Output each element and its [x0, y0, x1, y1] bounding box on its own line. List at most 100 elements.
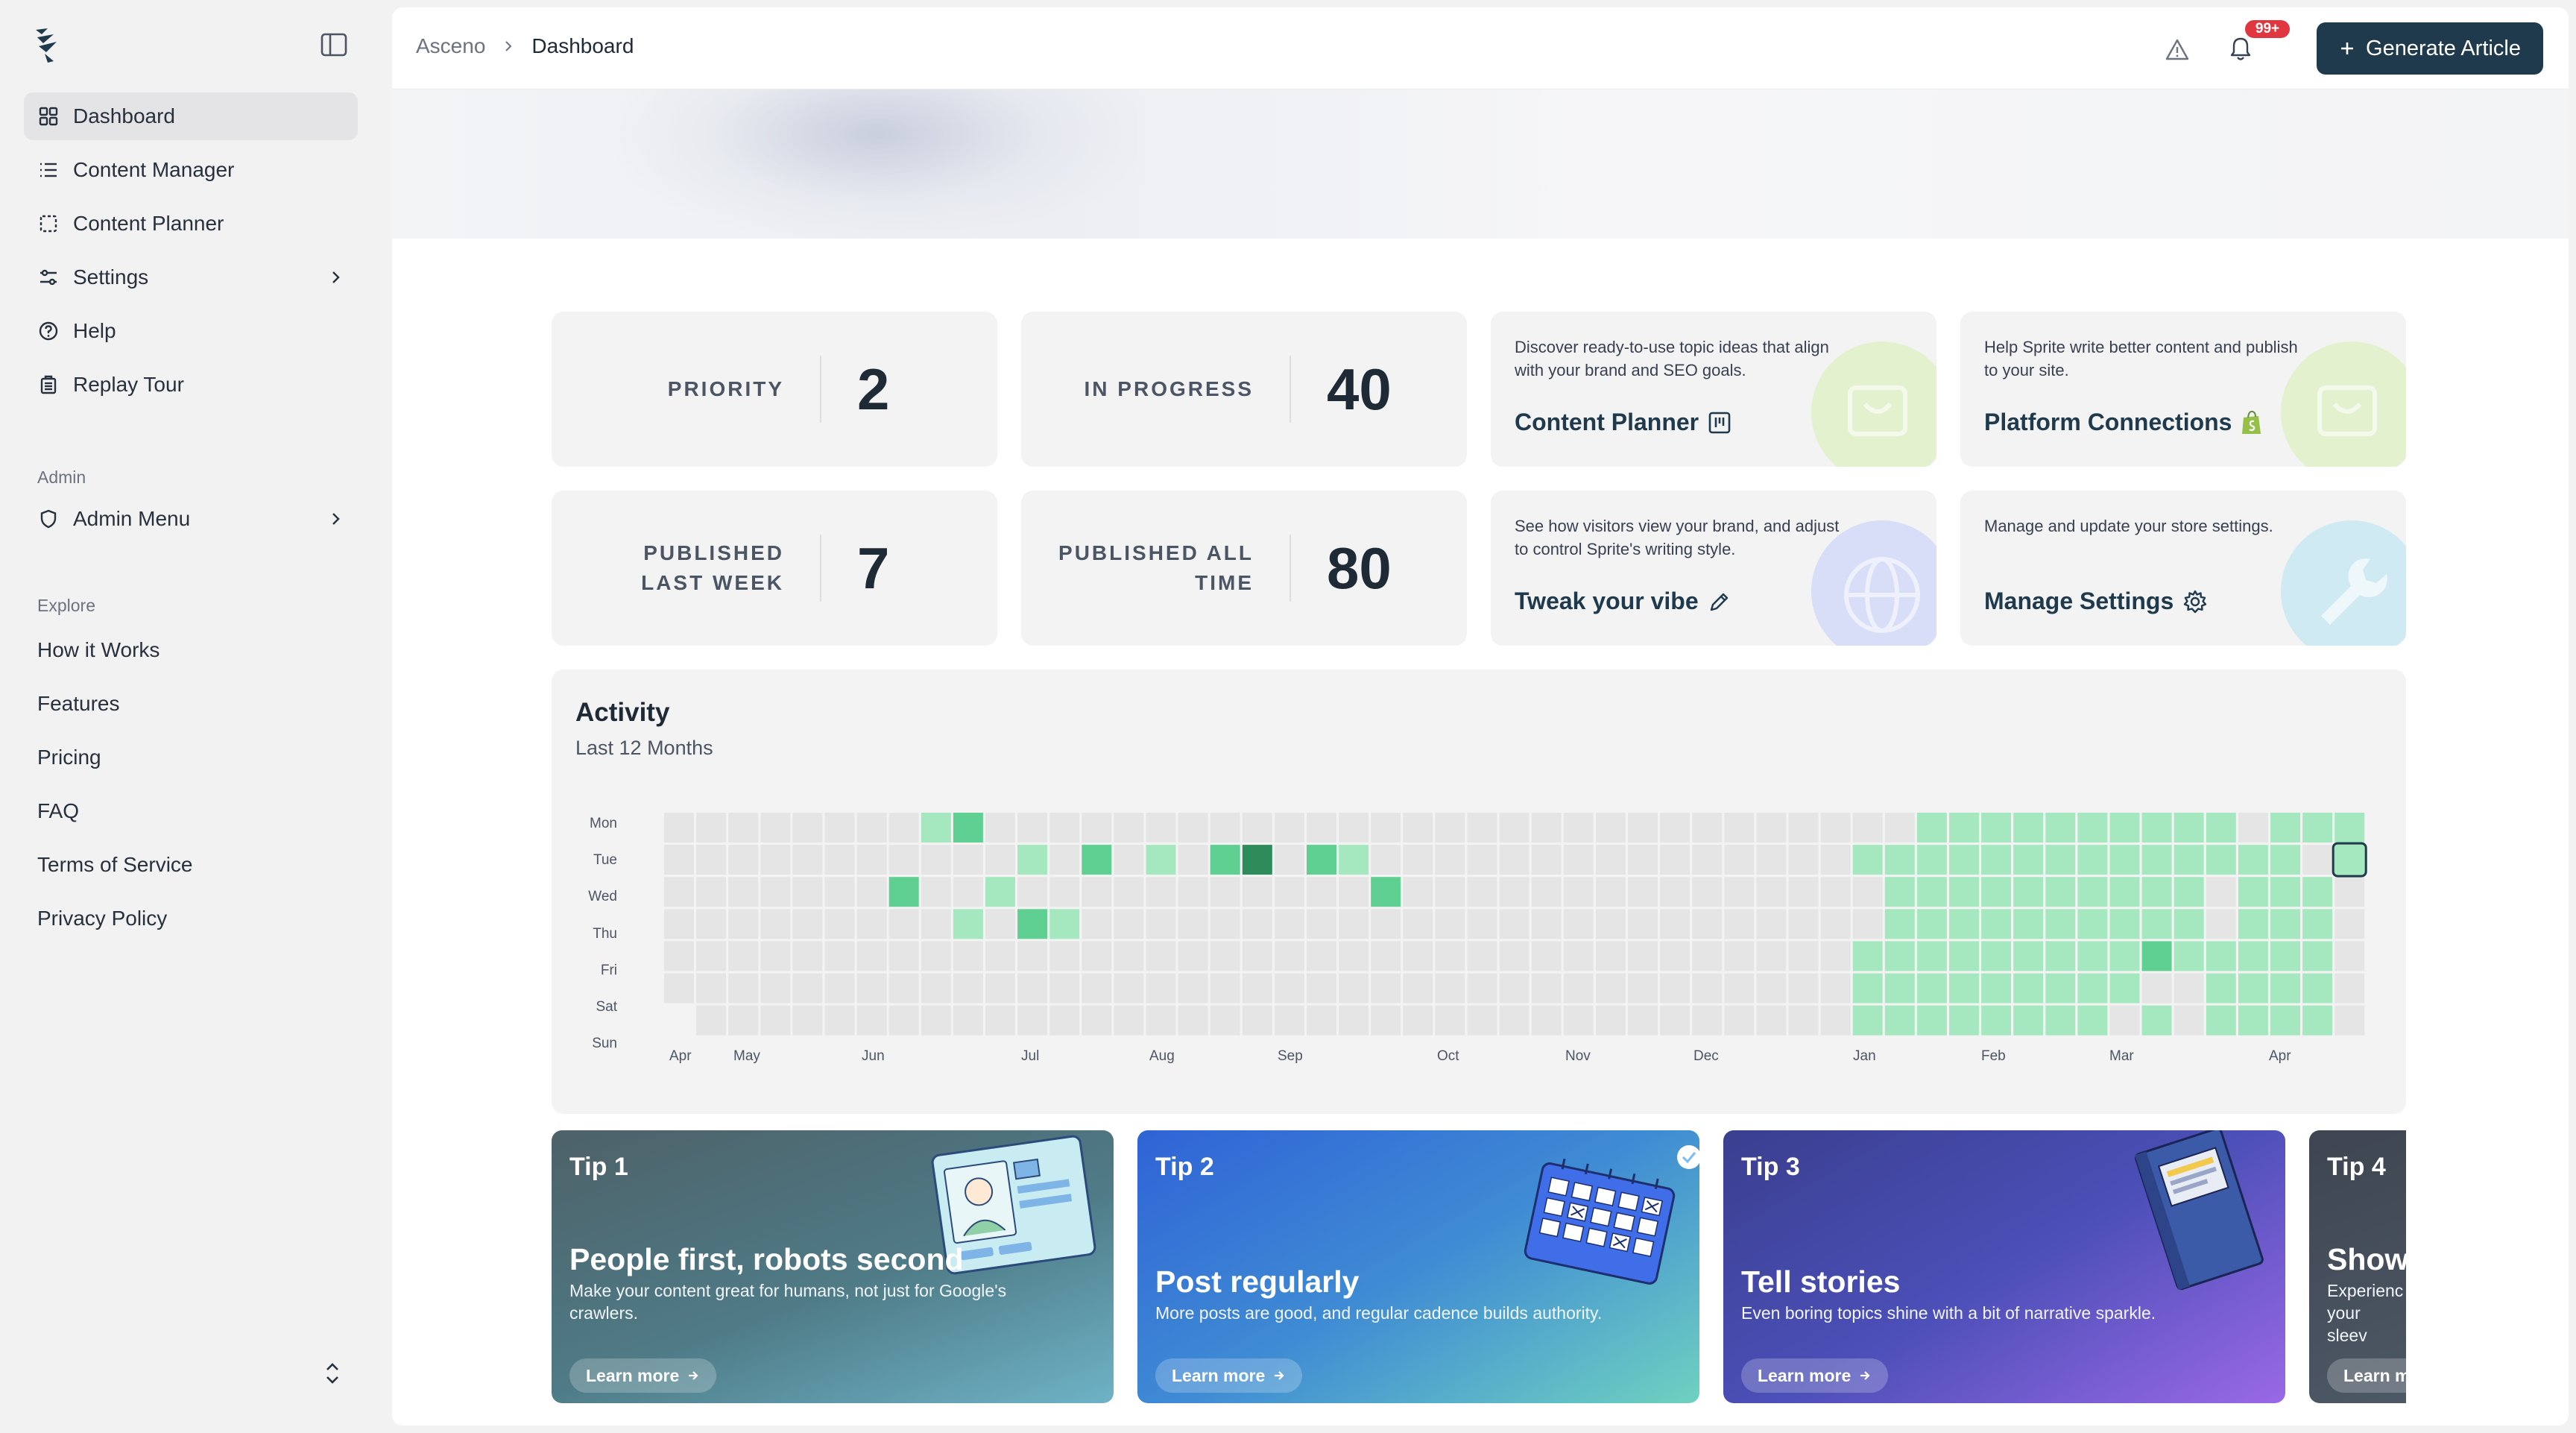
heatmap-cell[interactable] [1949, 941, 1979, 971]
heatmap-cell[interactable] [1916, 845, 1947, 875]
heatmap-cell[interactable] [664, 845, 694, 875]
heatmap-cell[interactable] [1852, 973, 1883, 1004]
heatmap-cell[interactable] [1339, 909, 1369, 939]
heatmap-cell[interactable] [985, 813, 1015, 843]
heatmap-cell[interactable] [728, 845, 759, 875]
heatmap-cell[interactable] [2206, 845, 2236, 875]
heatmap-cell[interactable] [1884, 941, 1915, 971]
heatmap-cell[interactable] [2206, 973, 2236, 1004]
heatmap-cell[interactable] [2141, 973, 2172, 1004]
heatmap-cell[interactable] [1339, 1005, 1369, 1036]
heatmap-cell[interactable] [1692, 973, 1723, 1004]
heatmap-cell[interactable] [1017, 813, 1048, 843]
heatmap-cell[interactable] [1307, 909, 1336, 939]
heatmap-cell[interactable] [2302, 877, 2333, 907]
heatmap-cell[interactable] [2013, 877, 2044, 907]
heatmap-cell[interactable] [1371, 941, 1401, 971]
heatmap-cell[interactable] [1595, 1005, 1626, 1036]
heatmap-cell[interactable] [1981, 845, 2012, 875]
heatmap-cell[interactable] [1531, 941, 1562, 971]
card-platform-connections[interactable]: Help Sprite write better content and pub… [1960, 312, 2406, 467]
heatmap-cell[interactable] [1339, 813, 1369, 843]
heatmap-cell[interactable] [953, 877, 983, 907]
heatmap-cell[interactable] [856, 1005, 887, 1036]
heatmap-cell[interactable] [1403, 845, 1433, 875]
heatmap-cell[interactable] [985, 973, 1015, 1004]
heatmap-cell[interactable] [1403, 877, 1433, 907]
heatmap-cell[interactable] [1692, 877, 1723, 907]
heatmap-cell[interactable] [792, 845, 823, 875]
heatmap-cell[interactable] [1435, 941, 1465, 971]
heatmap-cell[interactable] [1049, 909, 1080, 939]
explore-link-features[interactable]: Features [37, 692, 120, 715]
heatmap-cell[interactable] [2109, 877, 2140, 907]
heatmap-cell[interactable] [1852, 877, 1883, 907]
heatmap-cell[interactable] [2270, 909, 2300, 939]
heatmap-cell[interactable] [1981, 909, 2012, 939]
heatmap-cell[interactable] [1146, 973, 1176, 1004]
heatmap-cell[interactable] [1949, 877, 1979, 907]
heatmap-cell[interactable] [1852, 845, 1883, 875]
heatmap-cell[interactable] [2045, 1005, 2076, 1036]
heatmap-cell[interactable] [1146, 813, 1176, 843]
heatmap-cell[interactable] [1756, 1005, 1787, 1036]
heatmap-cell[interactable] [953, 941, 983, 971]
heatmap-cell[interactable] [664, 877, 694, 907]
app-logo-icon[interactable] [31, 25, 64, 64]
heatmap-cell[interactable] [1660, 813, 1690, 843]
heatmap-cell[interactable] [2334, 813, 2365, 843]
heatmap-cell[interactable] [1756, 973, 1787, 1004]
heatmap-cell[interactable] [1049, 973, 1080, 1004]
heatmap-cell[interactable] [1435, 973, 1465, 1004]
heatmap-cell[interactable] [1467, 813, 1497, 843]
heatmap-cell[interactable] [1563, 1005, 1594, 1036]
breadcrumb-root[interactable]: Asceno [416, 34, 486, 57]
heatmap-cell[interactable] [2141, 877, 2172, 907]
heatmap-cell[interactable] [2045, 845, 2076, 875]
heatmap-cell[interactable] [1114, 877, 1144, 907]
heatmap-cell[interactable] [1692, 941, 1723, 971]
heatmap-cell[interactable] [1981, 973, 2012, 1004]
heatmap-cell[interactable] [921, 1005, 951, 1036]
heatmap-cell[interactable] [1467, 941, 1497, 971]
account-switcher-chevrons-icon[interactable] [319, 1358, 346, 1388]
heatmap-cell[interactable] [1660, 877, 1690, 907]
heatmap-cell[interactable] [953, 909, 983, 939]
heatmap-cell[interactable] [2334, 909, 2365, 939]
heatmap-cell[interactable] [1210, 845, 1240, 875]
heatmap-cell[interactable] [2238, 909, 2268, 939]
heatmap-cell[interactable] [1274, 1005, 1304, 1036]
heatmap-cell[interactable] [1371, 813, 1401, 843]
heatmap-cell[interactable] [1692, 845, 1723, 875]
heatmap-cell[interactable] [1082, 941, 1112, 971]
heatmap-cell[interactable] [1628, 973, 1658, 1004]
heatmap-cell[interactable] [2013, 909, 2044, 939]
heatmap-cell[interactable] [1082, 973, 1112, 1004]
stat-in-progress[interactable]: IN PROGRESS 40 [1021, 312, 1467, 467]
heatmap-cell[interactable] [1371, 973, 1401, 1004]
heatmap-cell[interactable] [1884, 1005, 1915, 1036]
heatmap-cell[interactable] [856, 877, 887, 907]
heatmap-cell[interactable] [921, 909, 951, 939]
warning-icon[interactable] [2163, 36, 2191, 64]
heatmap-cell[interactable] [1788, 973, 1819, 1004]
heatmap-cell[interactable] [985, 941, 1015, 971]
heatmap-cell[interactable] [1660, 941, 1690, 971]
heatmap-cell[interactable] [1949, 1005, 1979, 1036]
heatmap-cell[interactable] [1595, 941, 1626, 971]
heatmap-cell[interactable] [824, 813, 855, 843]
heatmap-cell[interactable] [1210, 973, 1240, 1004]
heatmap-cell[interactable] [2238, 877, 2268, 907]
tip-card-3[interactable]: Tip 3 Tell stories Even boring topics sh… [1723, 1130, 2285, 1403]
explore-link-faq[interactable]: FAQ [37, 799, 80, 822]
heatmap-cell[interactable] [2045, 909, 2076, 939]
heatmap-cell[interactable] [1178, 813, 1208, 843]
heatmap-cell[interactable] [1820, 1005, 1851, 1036]
heatmap-cell[interactable] [2238, 1005, 2268, 1036]
heatmap-cell[interactable] [728, 973, 759, 1004]
heatmap-cell[interactable] [1017, 973, 1048, 1004]
heatmap-cell[interactable] [1916, 941, 1947, 971]
heatmap-cell[interactable] [1531, 877, 1562, 907]
heatmap-cell[interactable] [2302, 973, 2333, 1004]
tip-card-4[interactable]: Tip 4 Show Experienc your sleev Learn m [2309, 1130, 2406, 1403]
